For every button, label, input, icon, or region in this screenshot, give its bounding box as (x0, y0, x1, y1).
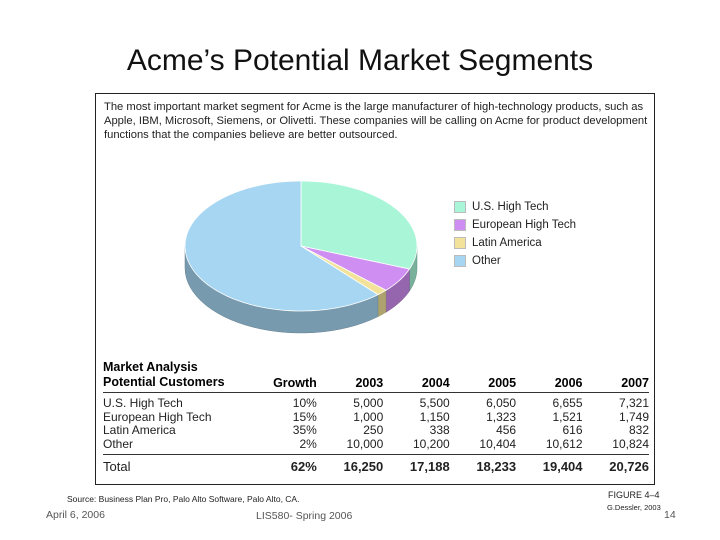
legend-swatch (454, 255, 466, 267)
figure-source: Source: Business Plan Pro, Palo Alto Sof… (67, 494, 300, 504)
footer-course: LIS580- Spring 2006 (256, 510, 353, 522)
table-cell: 456 (496, 423, 517, 437)
table-cell: 10,612 (545, 436, 583, 451)
legend-item-other: Other (454, 252, 576, 270)
table-cell: 62% (258, 454, 317, 478)
table-cell: 17,188 (383, 454, 450, 478)
figure-credit: G.Dessler, 2003 (607, 503, 661, 512)
table-cell: 1,150 (419, 409, 450, 424)
table-header-row: Market Analysis Potential Customers Growt… (103, 360, 649, 393)
table-cell: 5,500 (419, 396, 450, 410)
table-row: European High Tech 15% 1,000 1,150 1,323… (103, 409, 649, 425)
table-cell: 250 (363, 423, 384, 437)
legend-item-european-high-tech: European High Tech (454, 216, 576, 234)
row-label: U.S. High Tech (103, 396, 183, 410)
table-row: Other 2% 10,000 10,200 10,404 10,612 10,… (103, 436, 649, 455)
pie-slice-side (385, 268, 410, 313)
legend-swatch (454, 201, 466, 213)
row-label: Latin America (103, 423, 176, 437)
pie-slice (300, 245, 387, 296)
table-cell: 7,321 (618, 396, 649, 410)
table-cell: 832 (628, 423, 649, 437)
table-cell: 15% (292, 409, 317, 424)
pie-slice-side (184, 245, 379, 334)
table-cell: 19,404 (516, 454, 583, 478)
table-cell: 2% (299, 436, 317, 451)
row-label: Total (103, 454, 259, 478)
legend-label: Latin America (472, 237, 542, 249)
row-label: Other (103, 436, 134, 451)
table-cell: 1,521 (552, 409, 583, 424)
table-row: U.S. High Tech 10% 5,000 5,500 6,050 6,6… (103, 393, 649, 411)
column-header: Growth (258, 360, 317, 393)
table-row: Latin America 35% 250 338 456 616 832 (103, 423, 649, 438)
chart-legend: U.S. High Tech European High Tech Latin … (454, 198, 576, 270)
table-title: Market Analysis Potential Customers (103, 360, 259, 393)
column-header: 2007 (582, 360, 649, 393)
footer-date: April 6, 2006 (46, 509, 105, 521)
table-cell: 10,824 (612, 436, 649, 451)
table-cell: 10,404 (479, 436, 517, 451)
table-cell: 10% (292, 396, 317, 410)
table-cell: 5,000 (353, 396, 384, 410)
table-cell: 616 (562, 423, 583, 437)
table-cell: 6,655 (552, 396, 583, 410)
table-cell: 20,726 (582, 454, 649, 478)
table-cell: 6,050 (486, 396, 517, 410)
slide-title: Acme’s Potential Market Segments (126, 44, 594, 77)
row-label: European High Tech (103, 409, 212, 424)
column-header: 2005 (449, 360, 517, 393)
legend-swatch (454, 219, 466, 231)
table-total-row: Total 62% 16,250 17,188 18,233 19,404 20… (103, 454, 649, 478)
pie-slice (300, 180, 418, 270)
table-title-line1: Market Analysis (103, 360, 198, 374)
table-cell: 1,323 (486, 409, 517, 424)
figure-description: The most important market segment for Ac… (104, 101, 648, 141)
column-header: 2004 (383, 360, 450, 393)
column-header: 2006 (516, 360, 583, 393)
table-cell: 1,749 (618, 409, 649, 424)
figure-label: FIGURE 4–4 (608, 490, 660, 500)
table-cell: 16,250 (316, 454, 384, 478)
table-cell: 18,233 (449, 454, 517, 478)
data-table: Market Analysis Potential Customers Growt… (103, 360, 649, 478)
pie-slice (184, 180, 379, 312)
legend-swatch (454, 237, 466, 249)
table-cell: 10,000 (346, 436, 384, 451)
legend-item-us-high-tech: U.S. High Tech (454, 198, 576, 216)
table-cell: 10,200 (412, 436, 450, 451)
column-header: 2003 (316, 360, 384, 393)
legend-label: U.S. High Tech (472, 201, 549, 213)
pie-slice-side (377, 289, 387, 318)
legend-label: Other (472, 255, 501, 267)
market-analysis-table: Market Analysis Potential Customers Growt… (103, 360, 649, 478)
pie-slice (300, 245, 411, 291)
table-title-line2: Potential Customers (103, 375, 225, 389)
pie-slice-side (409, 245, 418, 292)
figure-panel: The most important market segment for Ac… (95, 93, 655, 485)
legend-item-latin-america: Latin America (454, 234, 576, 252)
table-cell: 1,000 (353, 409, 384, 424)
footer-page-number: 14 (664, 509, 676, 521)
table-cell: 338 (429, 423, 450, 437)
legend-label: European High Tech (472, 219, 576, 231)
table-cell: 35% (292, 423, 317, 437)
